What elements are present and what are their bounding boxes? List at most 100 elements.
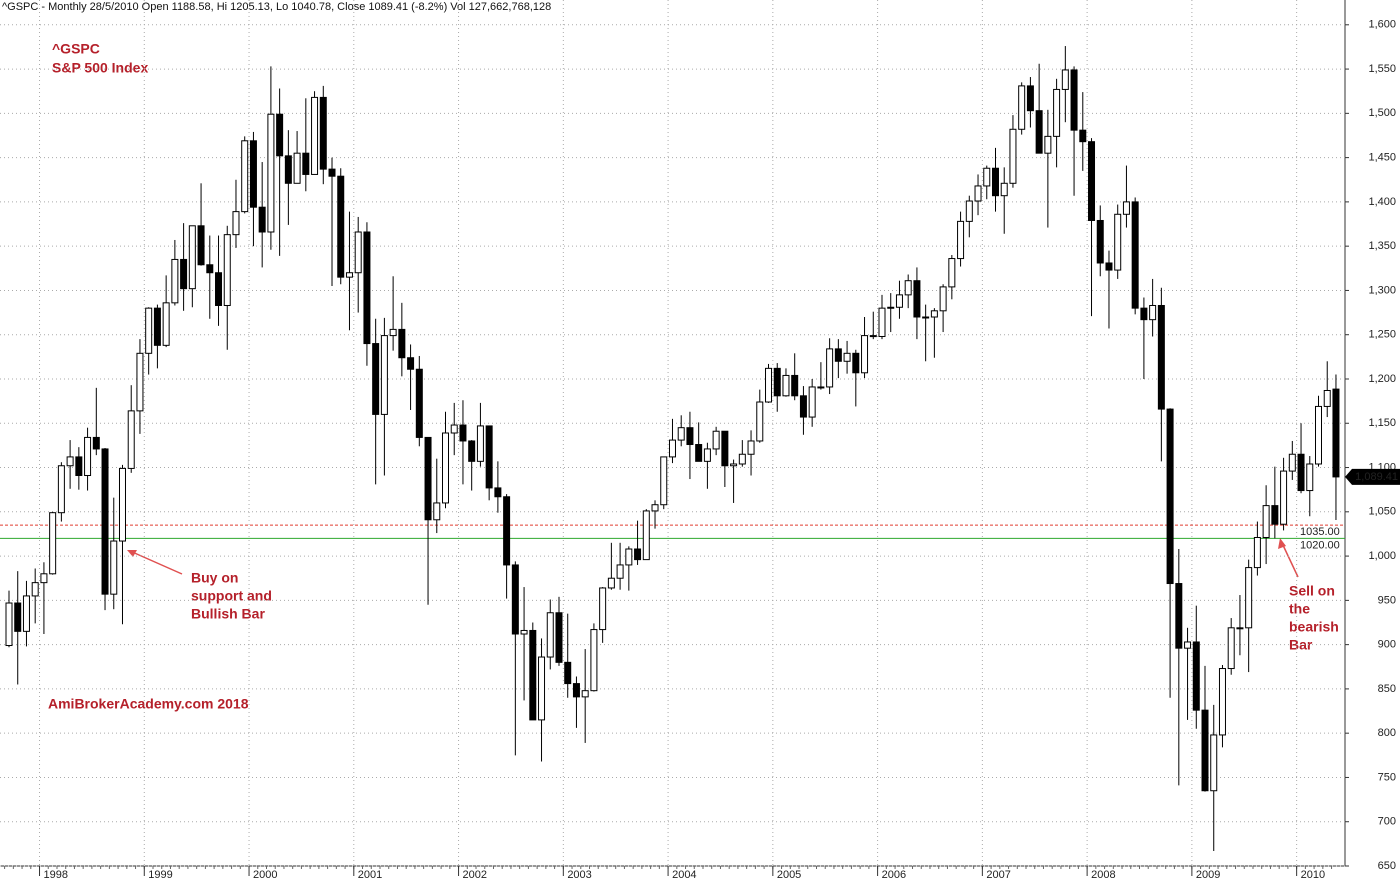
candle-body (756, 401, 764, 442)
candle-body (922, 316, 930, 319)
y-tick-label: 800 (1378, 727, 1396, 739)
candle-body (337, 175, 345, 278)
candle-body (1140, 307, 1148, 321)
x-tick-label: 2008 (1091, 869, 1115, 881)
candle-body (1131, 201, 1139, 309)
candle-body (118, 467, 126, 542)
y-tick-label: 1,400 (1368, 196, 1396, 208)
candle-body (459, 424, 467, 442)
candle-body (913, 280, 921, 318)
candle-body (22, 595, 30, 632)
candle-body (1245, 567, 1253, 629)
candle-body (983, 167, 991, 187)
candle-body (1271, 505, 1279, 525)
candle-body (677, 427, 685, 441)
y-tick-label: 1,500 (1368, 107, 1396, 119)
candle-body (127, 410, 135, 469)
y-tick-label: 850 (1378, 683, 1396, 695)
candle-body (110, 540, 118, 595)
arrow-head (1278, 538, 1286, 549)
candle-body (852, 352, 860, 374)
candle-body (538, 656, 546, 721)
candle-body (249, 140, 257, 208)
x-tick-label: 2010 (1301, 869, 1325, 881)
candle-body (232, 211, 240, 236)
candle-body (372, 343, 380, 415)
candle-body (799, 395, 807, 418)
candle-body (1096, 219, 1104, 264)
candle-body (415, 368, 423, 438)
candle-body (686, 427, 694, 446)
candle-body (791, 374, 799, 397)
candle-body (66, 456, 74, 467)
candle-body (721, 430, 729, 467)
x-tick-label: 2002 (463, 869, 487, 881)
y-tick-label: 1,250 (1368, 329, 1396, 341)
candle-body (276, 113, 284, 157)
y-tick-label: 1,450 (1368, 152, 1396, 164)
candle-body (808, 386, 816, 418)
candle-body (171, 258, 179, 304)
candle-body (965, 200, 973, 222)
candle-body (738, 453, 746, 465)
candle-body (14, 602, 22, 632)
candle-body (1253, 536, 1261, 569)
candle-body (424, 436, 432, 521)
candle-body (660, 456, 668, 506)
candle-body (1061, 69, 1069, 90)
arrow-head (127, 550, 137, 557)
candle-body (1035, 110, 1043, 154)
candle-body (773, 367, 781, 397)
y-tick-label: 1,000 (1368, 550, 1396, 562)
candle-body (293, 152, 301, 184)
candle-body (817, 386, 825, 389)
candle-body (572, 683, 580, 698)
candle-body (92, 436, 100, 450)
candle-body (468, 440, 476, 462)
x-tick-label: 2000 (253, 869, 277, 881)
candle-body (5, 602, 13, 647)
candle-body (712, 430, 720, 450)
candle-body (258, 206, 266, 233)
candle-body (826, 348, 834, 388)
candle-body (136, 352, 144, 412)
last-price-label: 1,089.41 (1355, 471, 1398, 483)
candle-body (642, 510, 650, 561)
candle-body (1210, 734, 1218, 792)
candle-body (974, 185, 982, 202)
x-tick-label: 2004 (672, 869, 696, 881)
candle-body (101, 448, 109, 595)
candle-body (625, 548, 633, 566)
candle-body (1114, 213, 1122, 271)
candle-body (1306, 463, 1314, 492)
candle-body (407, 357, 415, 370)
y-tick-label: 900 (1378, 639, 1396, 651)
candle-body (1227, 627, 1235, 670)
candle-body (948, 258, 956, 288)
candle-body (616, 564, 624, 579)
y-tick-label: 1,350 (1368, 240, 1396, 252)
candle-body (703, 448, 711, 462)
candle-body (75, 456, 83, 477)
y-tick-label: 750 (1378, 771, 1396, 783)
candle-body (162, 302, 170, 346)
candle-body (607, 577, 615, 589)
candle-body (153, 307, 161, 346)
candle-body (31, 582, 39, 597)
candle-body (1149, 304, 1157, 321)
candle-body (476, 425, 484, 462)
candle-body (1088, 141, 1096, 221)
candle-body (328, 168, 336, 177)
candle-body (311, 96, 319, 175)
candle-body (869, 335, 877, 338)
level-label: 1020.00 (1300, 539, 1340, 551)
candle-body (215, 272, 223, 306)
candle-body (319, 96, 327, 170)
candle-body (1044, 135, 1052, 154)
candle-body (1079, 129, 1087, 143)
candle-body (861, 335, 869, 374)
buy-note: Buy on (191, 570, 238, 586)
candle-body (590, 629, 598, 692)
